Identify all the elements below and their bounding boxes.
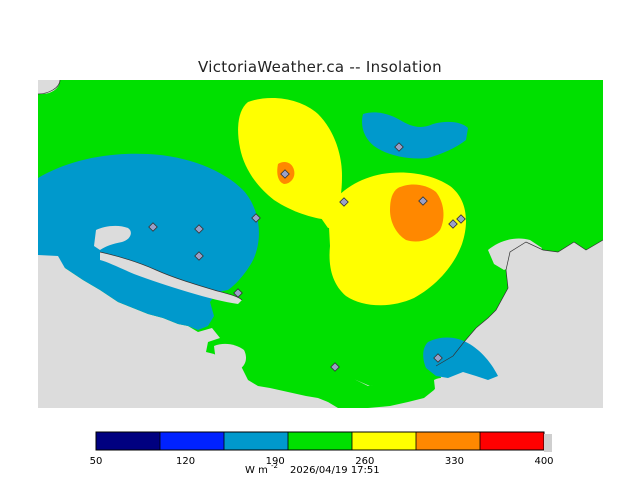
legend-tick-label: 120 [176,456,195,467]
weather-station-icon[interactable] [280,169,290,179]
legend-tick-label: 330 [445,456,464,467]
legend-timestamp: 2026/04/19 17:51 [290,465,380,476]
legend-units: W m -2 [245,462,278,476]
weather-station-icon[interactable] [448,219,458,229]
low-insolation-zone-southeast [423,337,498,380]
weather-station-icon[interactable] [394,142,404,152]
low-insolation-zone-northeast [362,112,468,159]
legend-units-sup: -2 [271,462,278,470]
water-inlet-south [214,343,246,370]
water-inlet-west [94,225,131,250]
high-insolation-zone-north [238,98,342,220]
water-inlet-southwest [38,255,66,294]
legend-color-bins [95,432,544,450]
water-bay-south [60,308,206,362]
weather-station-icon[interactable] [330,362,340,372]
legend-tick-label: 190 [266,456,285,467]
water-harbour-east [488,238,542,270]
coastline-northwest [38,80,61,95]
peak-insolation-zone-east [390,184,444,242]
water-northwest-corner [38,80,60,94]
weather-stations [148,142,466,372]
legend-bin [480,432,544,450]
weather-station-icon[interactable] [456,214,466,224]
low-insolation-zone-west [38,153,259,330]
high-insolation-band [314,200,350,228]
legend-units-main: W m [245,465,268,476]
land-area-south [238,330,442,408]
legend-tick-labels: 50 120 190 260 330 400 [90,456,554,467]
weather-station-icon[interactable] [194,251,204,261]
legend-bin [352,432,416,450]
water-harbour-southeast [434,377,457,402]
legend-tick-label: 260 [355,456,374,467]
weather-station-icon[interactable] [194,224,204,234]
legend-bin [416,432,480,450]
weather-station-icon[interactable] [433,353,443,363]
coastline-channel [99,251,243,301]
legend-bin [160,432,224,450]
insolation-map [38,80,603,408]
weather-station-icon[interactable] [339,197,349,207]
water-channel [100,252,242,304]
color-legend: 50 120 190 260 330 400 W m -2 2026/04/19 17:5… [90,431,554,476]
legend-tick-label: 50 [90,456,103,467]
legend-bin [288,432,352,450]
map-title: VictoriaWeather.ca -- Insolation [198,58,442,76]
weather-station-icon[interactable] [251,213,261,223]
legend-frame-shadow [544,434,552,452]
weather-station-icon[interactable] [233,288,243,298]
legend-tick-label: 400 [534,456,553,467]
weather-station-icon[interactable] [148,222,158,232]
legend-bin [224,432,288,450]
weather-station-icon[interactable] [418,196,428,206]
legend-bin [96,432,160,450]
coastline [435,239,603,367]
